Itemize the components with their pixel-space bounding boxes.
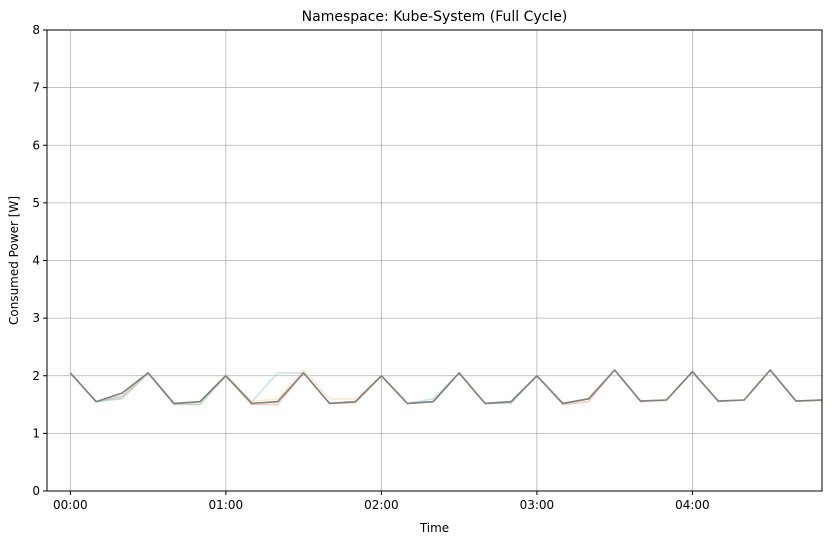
axis-ticks: 0 1 2 3 4 5 6 7 8 00:00 01:00 02:00 03:00 04:00: [32, 23, 709, 512]
x-tick-label: 02:00: [364, 498, 399, 512]
x-tick-label: 04:00: [675, 498, 710, 512]
y-tick-label: 3: [32, 311, 40, 325]
x-tick-label: 00:00: [53, 498, 88, 512]
y-tick-label: 0: [32, 484, 40, 498]
chart-title: Namespace: Kube-System (Full Cycle): [302, 9, 568, 25]
y-tick-label: 8: [32, 23, 40, 37]
y-tick-label: 2: [32, 369, 40, 383]
x-tick-label: 01:00: [209, 498, 244, 512]
grid-lines: [47, 29, 822, 492]
y-tick-label: 4: [32, 254, 40, 268]
series-line-0: [69, 369, 823, 405]
series-lines: [69, 369, 823, 406]
y-tick-label: 5: [32, 196, 40, 210]
y-axis-label: Consumed Power [W]: [7, 196, 21, 325]
x-tick-label: 03:00: [520, 498, 555, 512]
x-axis-label: Time: [419, 521, 449, 535]
y-tick-label: 1: [32, 426, 40, 440]
y-tick-label: 6: [32, 138, 40, 152]
y-tick-label: 7: [32, 81, 40, 95]
